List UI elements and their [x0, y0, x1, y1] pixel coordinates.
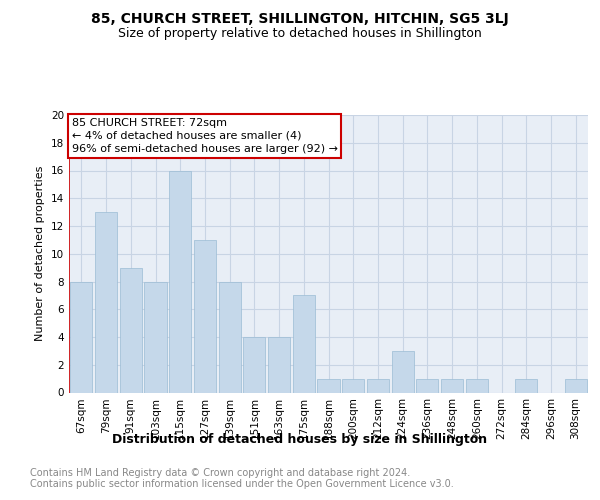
Bar	[169, 170, 191, 392]
Bar	[342, 378, 364, 392]
Bar	[515, 378, 538, 392]
Bar	[441, 378, 463, 392]
Bar	[466, 378, 488, 392]
Bar	[317, 378, 340, 392]
Text: Distribution of detached houses by size in Shillington: Distribution of detached houses by size …	[112, 432, 488, 446]
Bar	[145, 282, 167, 393]
Text: 85, CHURCH STREET, SHILLINGTON, HITCHIN, SG5 3LJ: 85, CHURCH STREET, SHILLINGTON, HITCHIN,…	[91, 12, 509, 26]
Bar	[119, 268, 142, 392]
Bar	[416, 378, 439, 392]
Bar	[70, 282, 92, 393]
Bar	[218, 282, 241, 393]
Bar	[392, 351, 414, 393]
Y-axis label: Number of detached properties: Number of detached properties	[35, 166, 46, 342]
Bar	[95, 212, 117, 392]
Text: Contains HM Land Registry data © Crown copyright and database right 2024.
Contai: Contains HM Land Registry data © Crown c…	[30, 468, 454, 489]
Bar	[293, 296, 315, 392]
Bar	[367, 378, 389, 392]
Bar	[243, 337, 265, 392]
Bar	[565, 378, 587, 392]
Bar	[194, 240, 216, 392]
Text: Size of property relative to detached houses in Shillington: Size of property relative to detached ho…	[118, 28, 482, 40]
Bar	[268, 337, 290, 392]
Text: 85 CHURCH STREET: 72sqm
← 4% of detached houses are smaller (4)
96% of semi-deta: 85 CHURCH STREET: 72sqm ← 4% of detached…	[71, 118, 338, 154]
